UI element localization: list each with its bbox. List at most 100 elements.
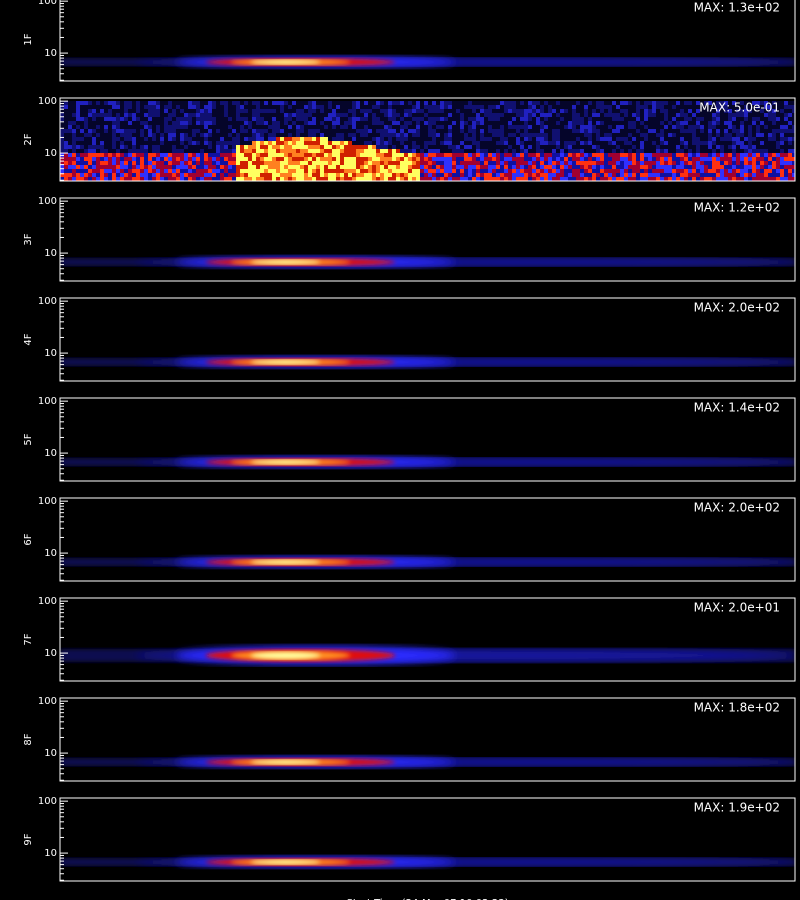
pixel [348,133,352,137]
pixel [248,173,252,177]
pixel [572,169,576,173]
pixel [556,153,560,157]
pixel [408,137,412,141]
pixel [164,101,168,105]
pixel [596,157,600,161]
pixel [352,153,356,157]
pixel [424,153,428,157]
pixel [696,149,700,153]
pixel [196,157,200,161]
pixel [384,117,388,121]
pixel [472,169,476,173]
pixel [464,125,468,129]
pixel [672,161,676,165]
pixel [504,121,508,125]
pixel [444,121,448,125]
pixel [512,153,516,157]
pixel [176,113,180,117]
pixel [508,137,512,141]
pixel [200,153,204,157]
pixel [784,121,788,125]
pixel [508,129,512,133]
pixel [360,109,364,113]
pixel [212,121,216,125]
pixel [736,109,740,113]
pixel [776,137,780,141]
pixel [304,129,308,133]
pixel [676,133,680,137]
pixel [524,141,528,145]
pixel [436,129,440,133]
pixel [156,109,160,113]
pixel [256,133,260,137]
pixel [656,109,660,113]
pixel [132,105,136,109]
pixel [772,105,776,109]
pixel [708,149,712,153]
pixel [176,145,180,149]
pixel [160,105,164,109]
pixel [620,173,624,177]
pixel [720,165,724,169]
pixel [640,177,644,181]
pixel [312,133,316,137]
pixel [780,177,784,181]
pixel [192,165,196,169]
pixel [772,177,776,181]
pixel [212,113,216,117]
pixel [224,177,228,181]
pixel [564,173,568,177]
pixel [700,137,704,141]
pixel [96,157,100,161]
pixel [728,161,732,165]
pixel [380,161,384,165]
pixel [444,137,448,141]
pixel [344,133,348,137]
pixel [732,153,736,157]
pixel [520,101,524,105]
pixel [496,157,500,161]
pixel [576,149,580,153]
pixel [692,149,696,153]
pixel [304,125,308,129]
pixel [304,145,308,149]
pixel [444,149,448,153]
pixel [564,129,568,133]
pixel [208,177,212,181]
pixel [108,149,112,153]
pixel [460,133,464,137]
pixel [292,141,296,145]
pixel [512,145,516,149]
pixel [552,157,556,161]
pixel [712,129,716,133]
pixel [612,117,616,121]
pixel [336,121,340,125]
pixel [68,145,72,149]
pixel [340,169,344,173]
pixel [376,121,380,125]
pixel [464,129,468,133]
pixel [212,177,216,181]
pixel [156,169,160,173]
pixel [344,109,348,113]
pixel [640,133,644,137]
pixel [168,133,172,137]
pixel [756,133,760,137]
pixel [192,137,196,141]
pixel [528,145,532,149]
pixel [720,141,724,145]
pixel [204,121,208,125]
pixel [532,133,536,137]
pixel [464,161,468,165]
pixel [376,153,380,157]
pixel [404,129,408,133]
pixel [536,121,540,125]
pixel [428,129,432,133]
pixel [668,121,672,125]
pixel [252,173,256,177]
pixel [788,109,792,113]
pixel [568,137,572,141]
pixel [752,133,756,137]
pixel [504,129,508,133]
pixel [592,141,596,145]
